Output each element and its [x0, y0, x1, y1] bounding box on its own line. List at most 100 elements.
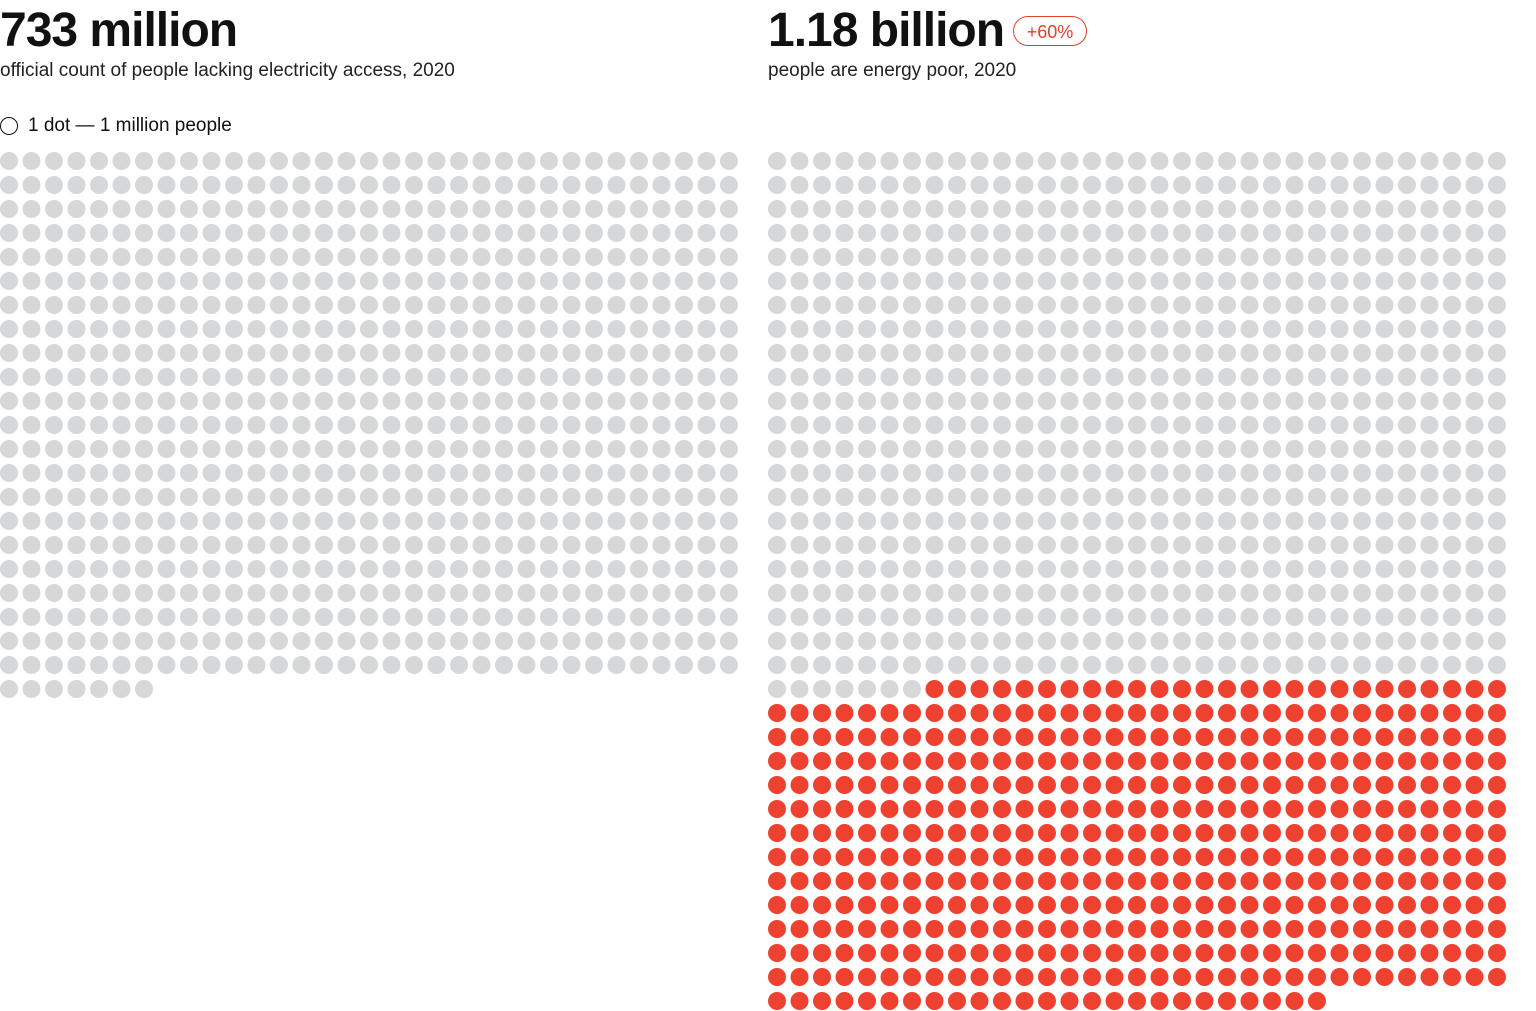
- dot-grey: [225, 176, 243, 194]
- dot-red: [880, 776, 899, 794]
- dot-red: [835, 968, 854, 986]
- dot-grey: [22, 368, 41, 386]
- dot-grey: [450, 632, 468, 650]
- dot-grey: [768, 584, 786, 602]
- dot-red: [1488, 704, 1506, 722]
- dot-red: [1060, 704, 1079, 722]
- dot-grey: [585, 560, 603, 578]
- dot-grey: [405, 608, 423, 626]
- dot-grey: [1398, 488, 1416, 506]
- dot-grey: [135, 344, 153, 362]
- dot-grey: [337, 368, 356, 386]
- dot-red: [1443, 848, 1461, 866]
- dot-red: [1038, 728, 1056, 746]
- dot-red: [1420, 896, 1439, 914]
- dot-grey: [247, 608, 266, 626]
- dot-grey: [1195, 296, 1214, 314]
- dot-red: [1240, 680, 1259, 698]
- dot-grey: [202, 224, 221, 242]
- dot-grey: [292, 320, 311, 338]
- dot-grey: [790, 152, 809, 170]
- dot-grey: [495, 224, 513, 242]
- dot-grey: [948, 248, 966, 266]
- dot-grey: [652, 368, 671, 386]
- dot-grey: [1398, 560, 1416, 578]
- dot-grey: [813, 344, 831, 362]
- dot-red: [1150, 800, 1169, 818]
- dot-red: [1105, 992, 1124, 1010]
- dot-grey: [540, 632, 558, 650]
- dot-grey: [720, 224, 738, 242]
- dot-grey: [1285, 440, 1304, 458]
- dot-grey: [1285, 392, 1304, 410]
- dot-grey: [1488, 560, 1506, 578]
- dot-grey: [495, 536, 513, 554]
- dot-grey: [790, 680, 809, 698]
- dot-grey: [90, 416, 108, 434]
- dot-grey: [1420, 368, 1439, 386]
- dot-grey: [1128, 632, 1146, 650]
- dot-red: [1195, 944, 1214, 962]
- dot-red: [1083, 752, 1101, 770]
- dot-grey: [1465, 320, 1484, 338]
- dot-grey: [903, 320, 921, 338]
- dot-grey: [112, 152, 131, 170]
- dot-grey: [1105, 248, 1124, 266]
- dot-red: [1330, 872, 1349, 890]
- dot-red: [1038, 872, 1056, 890]
- dot-grey: [382, 632, 401, 650]
- dot-red: [1105, 848, 1124, 866]
- dot-grey: [0, 560, 18, 578]
- dot-grey: [1353, 152, 1371, 170]
- dot-grey: [292, 560, 311, 578]
- dot-grey: [970, 584, 989, 602]
- dot-red: [1285, 704, 1304, 722]
- dot-red: [1375, 728, 1394, 746]
- dot-grey: [292, 440, 311, 458]
- dot-grey: [1330, 608, 1349, 626]
- dot-grey: [813, 488, 831, 506]
- dot-red: [1218, 776, 1236, 794]
- dot-grey: [630, 320, 648, 338]
- dot-grey: [472, 512, 491, 530]
- dot-grey: [315, 320, 333, 338]
- dot-grey: [562, 608, 581, 626]
- dot-red: [1060, 968, 1079, 986]
- dot-grey: [450, 608, 468, 626]
- dot-red: [1060, 824, 1079, 842]
- dot-grey: [540, 368, 558, 386]
- dot-grey: [1038, 344, 1056, 362]
- dot-red: [1083, 680, 1101, 698]
- dot-red: [1375, 752, 1394, 770]
- dot-grey: [1150, 608, 1169, 626]
- dot-grey: [1465, 200, 1484, 218]
- increase-badge: +60%: [1013, 16, 1087, 46]
- dot-grey: [45, 656, 63, 674]
- dot-red: [1105, 704, 1124, 722]
- dot-red: [880, 944, 899, 962]
- dot-grey: [180, 152, 198, 170]
- dot-grey: [652, 584, 671, 602]
- dot-red: [1443, 968, 1461, 986]
- dot-grey: [1128, 224, 1146, 242]
- dot-red: [1195, 680, 1214, 698]
- dot-red: [1105, 968, 1124, 986]
- dot-grey: [427, 296, 446, 314]
- dot-red: [1308, 752, 1326, 770]
- dot-red: [1420, 824, 1439, 842]
- dot-grey: [45, 200, 63, 218]
- dot-grey: [652, 344, 671, 362]
- dot-grey: [540, 584, 558, 602]
- dot-red: [768, 752, 786, 770]
- dot-red: [1488, 848, 1506, 866]
- dot-grey: [360, 248, 378, 266]
- dot-grey: [540, 272, 558, 290]
- dot-grey: [135, 152, 153, 170]
- dot-grey: [45, 392, 63, 410]
- dot-red: [1285, 824, 1304, 842]
- dot-grey: [517, 608, 536, 626]
- dot-grey: [1128, 440, 1146, 458]
- dot-grey: [1060, 224, 1079, 242]
- dot-grey: [720, 368, 738, 386]
- dot-red: [1173, 968, 1191, 986]
